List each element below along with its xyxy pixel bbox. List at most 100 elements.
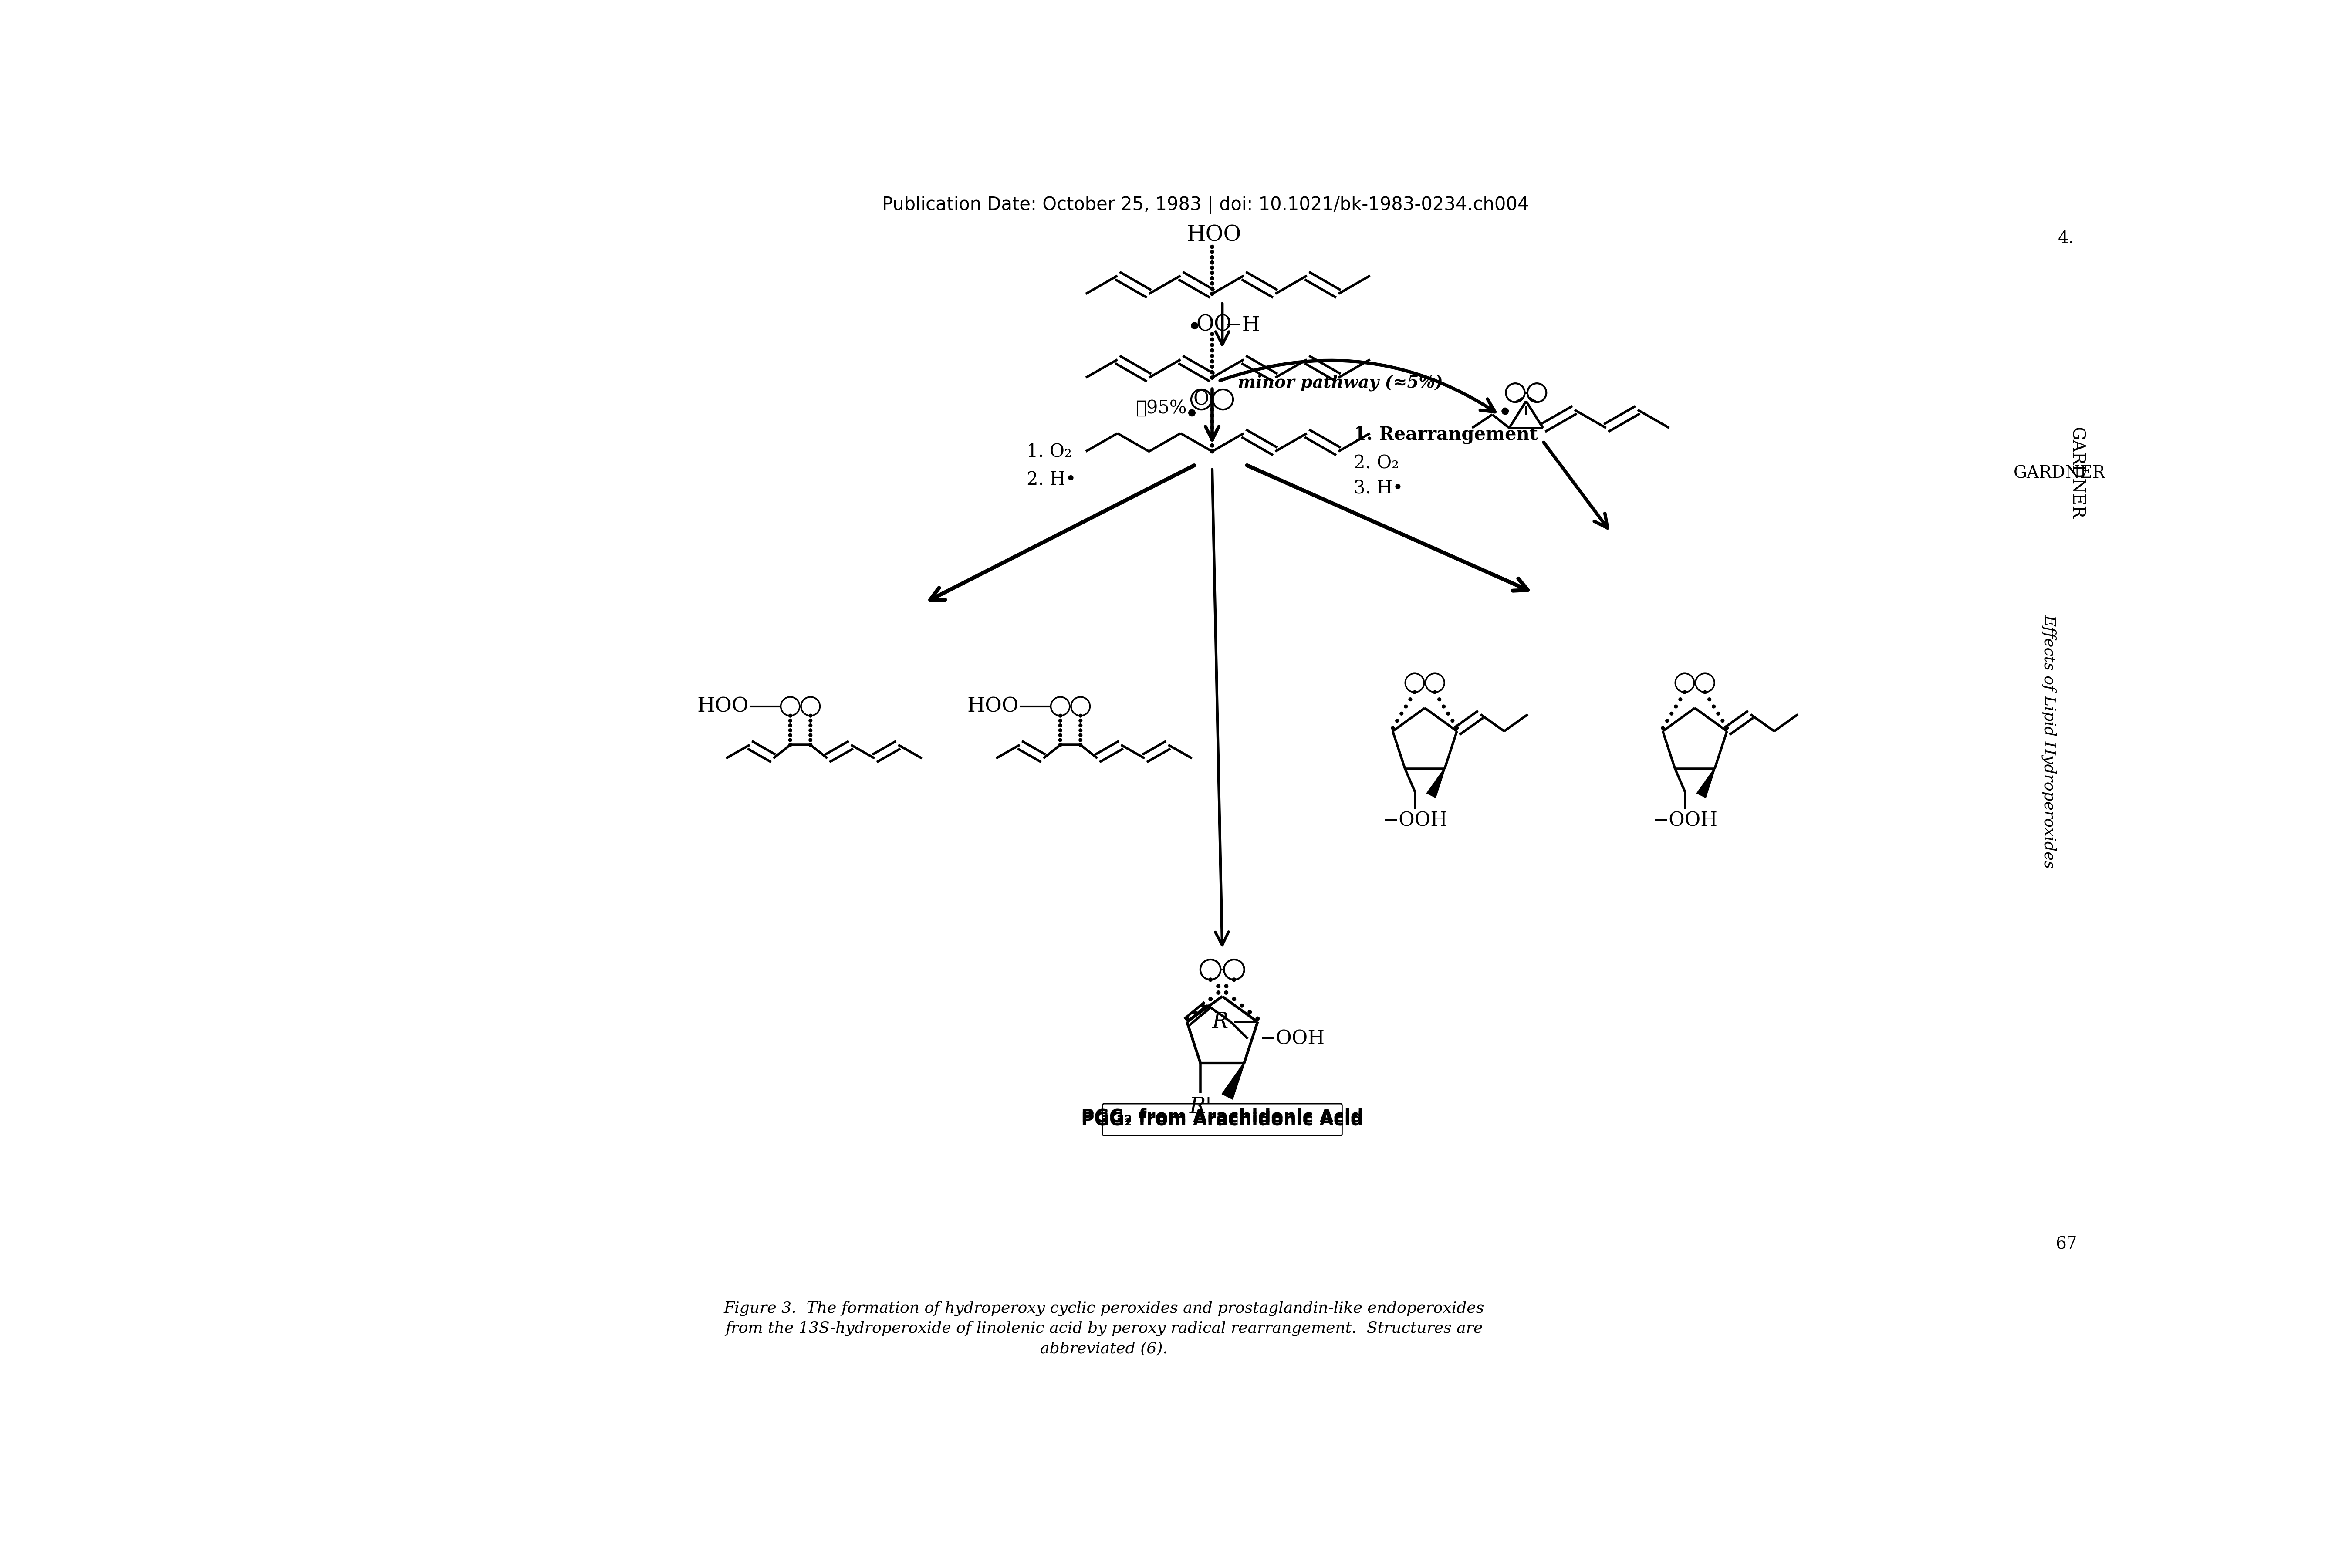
Circle shape xyxy=(1395,720,1399,723)
Circle shape xyxy=(1390,726,1395,729)
Circle shape xyxy=(1211,431,1214,436)
Text: O: O xyxy=(1192,390,1209,409)
Circle shape xyxy=(1188,409,1195,416)
Circle shape xyxy=(1503,408,1508,414)
Text: abbreviated (6).: abbreviated (6). xyxy=(1040,1341,1169,1356)
Text: HOO: HOO xyxy=(1185,224,1242,246)
Circle shape xyxy=(1432,690,1437,695)
Circle shape xyxy=(1456,726,1458,729)
Circle shape xyxy=(1232,997,1235,1000)
Circle shape xyxy=(1703,690,1708,695)
Circle shape xyxy=(1211,271,1214,274)
Polygon shape xyxy=(1696,768,1715,798)
Circle shape xyxy=(788,718,793,723)
Circle shape xyxy=(788,739,793,742)
Circle shape xyxy=(1211,276,1214,281)
Circle shape xyxy=(1211,359,1214,364)
Polygon shape xyxy=(1428,768,1444,798)
Circle shape xyxy=(1211,437,1214,441)
Circle shape xyxy=(809,739,811,742)
Circle shape xyxy=(1202,1004,1204,1007)
Circle shape xyxy=(788,743,793,746)
Circle shape xyxy=(809,718,811,723)
Circle shape xyxy=(1211,332,1214,336)
Circle shape xyxy=(788,729,793,732)
Circle shape xyxy=(1058,724,1063,728)
Circle shape xyxy=(1256,1016,1258,1021)
Circle shape xyxy=(1211,414,1214,417)
Text: Effects of Lipid Hydroperoxides: Effects of Lipid Hydroperoxides xyxy=(2042,615,2056,869)
Circle shape xyxy=(1211,260,1214,265)
Circle shape xyxy=(1442,704,1446,709)
Circle shape xyxy=(1211,256,1214,259)
Circle shape xyxy=(809,734,811,737)
Circle shape xyxy=(1211,251,1214,254)
Circle shape xyxy=(1058,718,1063,723)
Circle shape xyxy=(1665,720,1670,723)
Circle shape xyxy=(1080,739,1082,742)
Circle shape xyxy=(1211,282,1214,285)
Circle shape xyxy=(1211,376,1214,379)
Circle shape xyxy=(1409,698,1411,701)
Circle shape xyxy=(1209,997,1211,1000)
Circle shape xyxy=(809,729,811,732)
Circle shape xyxy=(1209,978,1211,982)
Circle shape xyxy=(1661,726,1665,729)
Circle shape xyxy=(1058,729,1063,732)
Circle shape xyxy=(1211,420,1214,423)
Text: GARDNER: GARDNER xyxy=(2013,466,2105,481)
Circle shape xyxy=(788,724,793,728)
Circle shape xyxy=(1712,704,1715,709)
Circle shape xyxy=(1684,690,1686,695)
Circle shape xyxy=(1708,698,1710,701)
Text: Figure 3.  The formation of hydroperoxy cyclic peroxides and prostaglandin-like : Figure 3. The formation of hydroperoxy c… xyxy=(724,1301,1484,1316)
Text: PGG₂ from Arachidonic Acid: PGG₂ from Arachidonic Acid xyxy=(1082,1110,1364,1129)
Text: 1. O₂: 1. O₂ xyxy=(1025,442,1073,461)
Text: −H: −H xyxy=(1225,315,1261,336)
Circle shape xyxy=(1670,712,1672,715)
Text: ∵95%: ∵95% xyxy=(1136,398,1188,417)
Circle shape xyxy=(1211,287,1214,290)
Circle shape xyxy=(1216,991,1221,994)
Circle shape xyxy=(1216,985,1221,988)
Circle shape xyxy=(1225,985,1228,988)
Circle shape xyxy=(1058,743,1063,746)
Circle shape xyxy=(1080,734,1082,737)
Circle shape xyxy=(1190,323,1197,329)
Circle shape xyxy=(1211,450,1214,453)
Text: 2. O₂: 2. O₂ xyxy=(1355,455,1399,472)
Text: R: R xyxy=(1211,1011,1228,1033)
Circle shape xyxy=(809,713,811,718)
Circle shape xyxy=(1192,1010,1197,1014)
Text: Publication Date: October 25, 1983 | doi: 10.1021/bk-1983-0234.ch004: Publication Date: October 25, 1983 | doi… xyxy=(882,196,1529,215)
Circle shape xyxy=(1080,718,1082,723)
Circle shape xyxy=(1446,712,1449,715)
Circle shape xyxy=(1080,724,1082,728)
Text: 2. H•: 2. H• xyxy=(1025,470,1077,489)
Circle shape xyxy=(1726,726,1729,729)
Text: GARDNER: GARDNER xyxy=(2067,426,2084,519)
Circle shape xyxy=(788,713,793,718)
Circle shape xyxy=(1249,1010,1251,1014)
Circle shape xyxy=(1080,713,1082,718)
Circle shape xyxy=(809,724,811,728)
Text: HOO: HOO xyxy=(696,696,748,717)
Text: 4.: 4. xyxy=(2058,230,2074,246)
Circle shape xyxy=(1058,734,1063,737)
Circle shape xyxy=(1211,370,1214,375)
Circle shape xyxy=(1240,1004,1244,1007)
Text: from the 13S-hydroperoxide of linolenic acid by peroxy radical rearrangement.  S: from the 13S-hydroperoxide of linolenic … xyxy=(724,1320,1482,1336)
Circle shape xyxy=(1211,343,1214,347)
Circle shape xyxy=(788,734,793,737)
Circle shape xyxy=(1232,978,1235,982)
Text: 1. Rearrangement: 1. Rearrangement xyxy=(1355,425,1538,444)
Circle shape xyxy=(1717,712,1719,715)
Circle shape xyxy=(1058,739,1063,742)
Text: −OOH: −OOH xyxy=(1653,811,1717,829)
Circle shape xyxy=(1211,245,1214,249)
Text: minor pathway (≈5%): minor pathway (≈5%) xyxy=(1237,375,1444,390)
Circle shape xyxy=(1399,712,1404,715)
Circle shape xyxy=(1211,348,1214,353)
Text: −OOH: −OOH xyxy=(1261,1029,1324,1047)
Text: 3. H•: 3. H• xyxy=(1355,480,1404,497)
